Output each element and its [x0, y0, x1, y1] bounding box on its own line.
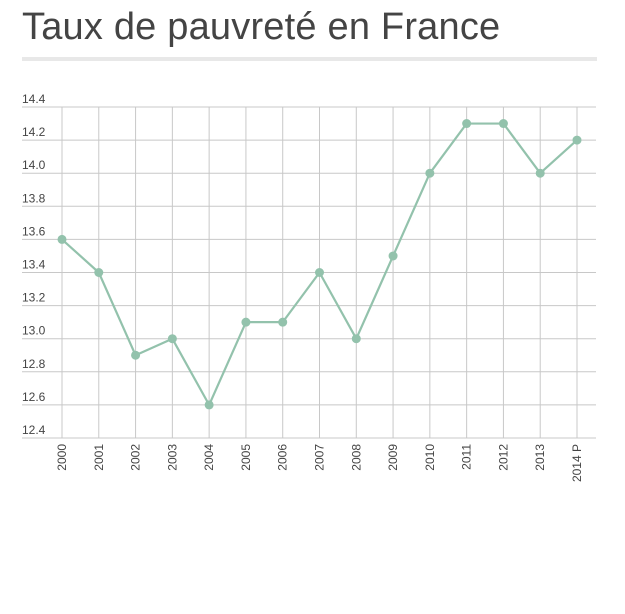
y-axis-ticks: 12.4 12.6 12.8 13.0 13.2 13.4 13.6 13.8 14.0 14.2… [22, 92, 46, 437]
y-tick-label: 13.4 [22, 258, 46, 272]
x-axis-ticks: 2000 2001 2002 2003 2004 2005 2006 2007 2008 2009… [55, 444, 584, 482]
data-point[interactable] [498, 119, 508, 129]
data-point[interactable] [535, 168, 545, 178]
data-point[interactable] [425, 168, 435, 178]
x-tick-label: 2014 P [570, 444, 584, 482]
y-tick-label: 12.6 [22, 390, 46, 404]
data-point[interactable] [462, 119, 472, 129]
x-tick-label: 2004 [202, 444, 216, 471]
x-tick-label: 2005 [239, 444, 253, 471]
x-tick-label: 2000 [55, 444, 69, 471]
x-tick-label: 2008 [349, 444, 363, 471]
x-tick-label: 2006 [276, 444, 290, 471]
x-tick-label: 2012 [496, 444, 510, 471]
data-point[interactable] [131, 350, 141, 360]
x-tick-label: 2001 [92, 444, 106, 471]
y-tick-label: 13.2 [22, 291, 46, 305]
y-tick-label: 14.2 [22, 125, 46, 139]
x-tick-label: 2013 [533, 444, 547, 471]
title-divider [22, 57, 597, 61]
data-point[interactable] [94, 268, 104, 277]
data-point[interactable] [278, 317, 288, 327]
x-tick-label: 2003 [165, 444, 179, 471]
y-tick-label: 13.8 [22, 191, 46, 205]
data-point[interactable] [167, 334, 177, 344]
y-tick-label: 14.4 [22, 92, 46, 106]
x-tick-label: 2011 [460, 444, 474, 470]
x-tick-label: 2010 [423, 444, 437, 471]
data-point[interactable] [388, 251, 398, 261]
series-layer [57, 119, 582, 410]
data-point[interactable] [57, 234, 67, 244]
y-tick-label: 12.8 [22, 357, 46, 371]
x-tick-label: 2002 [129, 444, 143, 471]
data-point[interactable] [572, 135, 582, 145]
y-tick-label: 14.0 [22, 158, 46, 172]
y-tick-label: 13.6 [22, 224, 46, 238]
data-point[interactable] [351, 334, 361, 344]
data-point[interactable] [204, 400, 214, 410]
chart-title: Taux de pauvreté en France [22, 6, 501, 48]
x-tick-label: 2007 [313, 444, 327, 471]
grid [22, 106, 596, 439]
data-point[interactable] [241, 317, 251, 327]
x-tick-label: 2009 [386, 444, 400, 471]
data-point[interactable] [315, 268, 324, 277]
y-tick-label: 12.4 [22, 423, 46, 437]
y-tick-label: 13.0 [22, 324, 46, 338]
